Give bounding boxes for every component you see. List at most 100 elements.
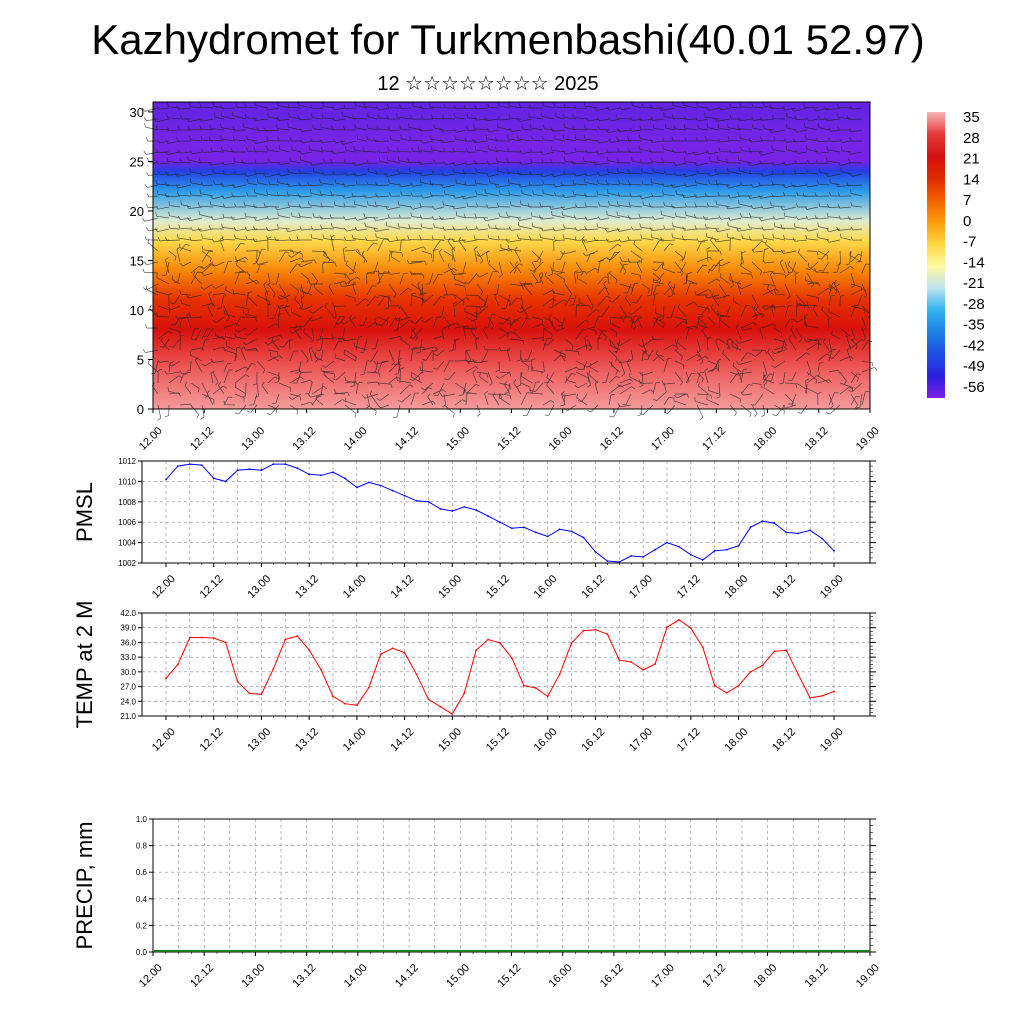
wind-barb <box>806 250 819 256</box>
wind-barb <box>627 258 643 263</box>
wind-barb <box>794 159 808 165</box>
wind-barb <box>388 336 403 340</box>
wind-barb <box>593 161 610 166</box>
wind-barb <box>740 391 753 396</box>
wind-barb <box>266 404 280 416</box>
wind-barb <box>168 224 181 230</box>
wind-barb <box>252 237 269 242</box>
wind-barb <box>761 226 775 231</box>
wind-barb <box>596 139 610 144</box>
wind-barb <box>652 278 665 285</box>
wind-barb <box>234 374 250 384</box>
wind-barb <box>828 349 841 359</box>
x-tick-label: 17.12 <box>700 962 728 990</box>
wind-barb <box>397 393 412 403</box>
wind-barb <box>164 181 181 186</box>
wind-barb <box>772 404 786 417</box>
wind-barb <box>718 147 731 153</box>
wind-barb <box>663 286 676 296</box>
wind-barb <box>231 193 247 198</box>
wind-barb <box>463 325 468 340</box>
wind-barb <box>174 172 192 177</box>
wind-barb <box>707 172 720 177</box>
wind-barb <box>352 281 357 296</box>
wind-barb <box>342 337 357 342</box>
wind-barb <box>786 112 797 120</box>
wind-barb <box>708 386 720 395</box>
wind-barb <box>617 192 632 197</box>
wind-barb <box>288 393 302 400</box>
wind-barb <box>454 128 467 133</box>
wind-barb <box>561 211 577 219</box>
wind-barb <box>531 381 540 395</box>
wind-barb <box>331 223 346 230</box>
wind-barb <box>603 280 610 296</box>
wind-barb <box>142 349 159 353</box>
wind-barb <box>284 304 291 318</box>
wind-barb <box>664 124 676 131</box>
wind-barb <box>272 272 280 285</box>
wind-barb <box>386 115 400 120</box>
wind-barb <box>773 327 783 338</box>
wind-barb <box>740 272 753 279</box>
wind-barb <box>344 276 361 285</box>
wind-barb <box>269 351 280 362</box>
wind-barb <box>234 256 249 263</box>
wind-barb <box>210 195 225 200</box>
wind-barb <box>470 327 478 340</box>
wind-barb <box>784 261 790 277</box>
wind-barb <box>694 397 709 406</box>
wind-barb <box>269 305 280 320</box>
wind-barb <box>850 288 867 296</box>
wind-barb <box>855 393 863 409</box>
x-tick-label: 14.00 <box>342 962 370 990</box>
wind-barb <box>343 104 357 109</box>
wind-barb <box>319 178 335 186</box>
wind-barb <box>850 338 858 350</box>
wind-barb <box>154 118 170 123</box>
wind-barb <box>155 180 170 186</box>
wind-barb <box>223 349 238 358</box>
wind-barb <box>274 236 291 242</box>
wind-barb <box>385 206 401 211</box>
wind-barb <box>607 189 621 197</box>
y-tick-label: 0.2 <box>136 921 148 930</box>
wind-barb <box>155 212 170 219</box>
wind-barb <box>498 346 511 352</box>
wind-barb <box>706 336 711 351</box>
wind-barb <box>833 279 841 296</box>
wind-barb <box>861 367 878 373</box>
wind-barb <box>839 294 845 307</box>
wind-barb <box>608 272 618 284</box>
wind-barb <box>817 250 830 260</box>
wind-barb <box>200 283 214 290</box>
wind-barb <box>803 321 819 329</box>
wind-barb <box>160 337 170 351</box>
wind-barb <box>200 261 214 269</box>
wind-barb <box>769 129 786 133</box>
wind-barb <box>861 327 866 342</box>
wind-barb <box>693 193 709 198</box>
wind-barb <box>265 226 280 231</box>
wind-barb <box>609 341 621 351</box>
wind-barb <box>676 338 687 351</box>
wind-barb <box>683 157 698 164</box>
wind-barb <box>817 353 831 362</box>
wind-barb <box>673 396 687 406</box>
wind-barb <box>388 317 400 329</box>
wind-barb <box>674 371 683 386</box>
wind-barb <box>542 189 555 197</box>
wind-barb <box>553 349 566 359</box>
wind-barb <box>246 192 257 197</box>
wind-barb <box>439 392 456 397</box>
wind-barb <box>312 213 324 219</box>
x-tick-label: 17.00 <box>627 573 655 601</box>
wind-barb <box>651 335 665 340</box>
wind-barb <box>593 106 610 111</box>
wind-barb <box>267 371 280 380</box>
wind-barb <box>616 127 632 132</box>
wind-barb <box>212 385 227 395</box>
wind-barb <box>492 392 500 406</box>
wind-barb <box>850 395 860 406</box>
wind-barb <box>417 146 434 153</box>
